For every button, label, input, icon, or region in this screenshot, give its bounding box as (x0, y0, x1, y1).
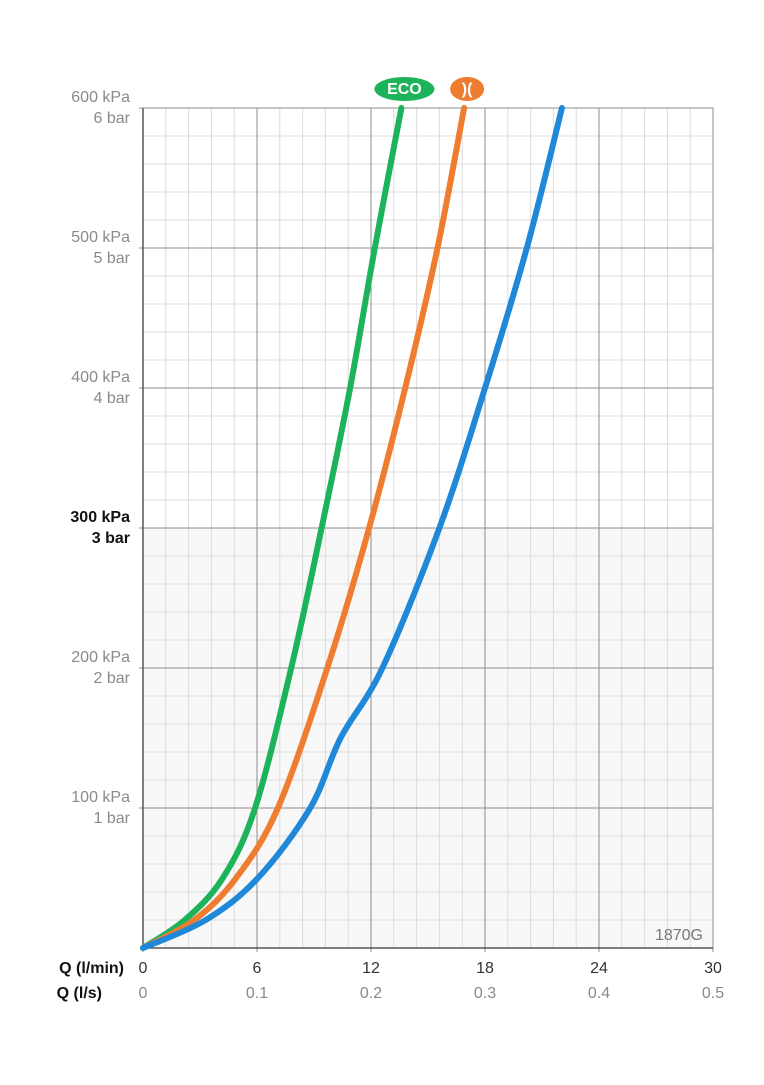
legend-badge (450, 77, 485, 101)
x2-tick-label: 0.3 (474, 985, 496, 1002)
y-tick-label: 200 kPa (71, 649, 130, 666)
legend-label: )( (462, 81, 473, 98)
x-axis-label: Q (l/min) (59, 960, 124, 977)
x2-tick-label: 0 (139, 985, 148, 1002)
x-tick-label: 24 (590, 960, 608, 977)
x-tick-label: 12 (362, 960, 380, 977)
x-tick-label: 18 (476, 960, 494, 977)
plot: 0 6 12 18 24 30 0 0.1 0.2 0.3 0.4 0.5 100 kPa 200 kPa… (70, 77, 724, 1002)
y2-tick-label: 5 bar (94, 250, 131, 267)
flow-curve (140, 105, 565, 951)
x2-tick-label: 0.4 (588, 985, 610, 1002)
axes (139, 107, 714, 952)
y-tick-label: 500 kPa (71, 229, 130, 246)
x-tick-label: 0 (139, 960, 148, 977)
y2-tick-label: 3 bar (92, 530, 130, 547)
flow-curve (140, 105, 405, 951)
legend-badge (374, 77, 435, 101)
y2-tick-label: 4 bar (94, 390, 131, 407)
legend-label: ECO (387, 81, 422, 98)
lines (140, 105, 565, 951)
y2-tick-label: 2 bar (94, 670, 131, 687)
x2-tick-label: 0.2 (360, 985, 382, 1002)
y-tick-label: 100 kPa (71, 789, 130, 806)
y-tick-label: 300 kPa (70, 509, 130, 526)
labels: 0 6 12 18 24 30 0 0.1 0.2 0.3 0.4 0.5 100 kPa 200 kPa… (70, 77, 724, 1002)
y-tick-label: 600 kPa (71, 89, 130, 106)
flow-curve (140, 105, 468, 951)
x2-axis-label: Q (l/s) (57, 985, 102, 1002)
x-tick-label: 30 (704, 960, 722, 977)
x2-tick-label: 0.1 (246, 985, 268, 1002)
annotation: 1870G (655, 927, 703, 944)
x2-tick-label: 0.5 (702, 985, 724, 1002)
y2-tick-label: 1 bar (94, 810, 131, 827)
x-tick-label: 6 (253, 960, 262, 977)
y-tick-label: 400 kPa (71, 369, 130, 386)
y2-tick-label: 6 bar (94, 110, 131, 127)
